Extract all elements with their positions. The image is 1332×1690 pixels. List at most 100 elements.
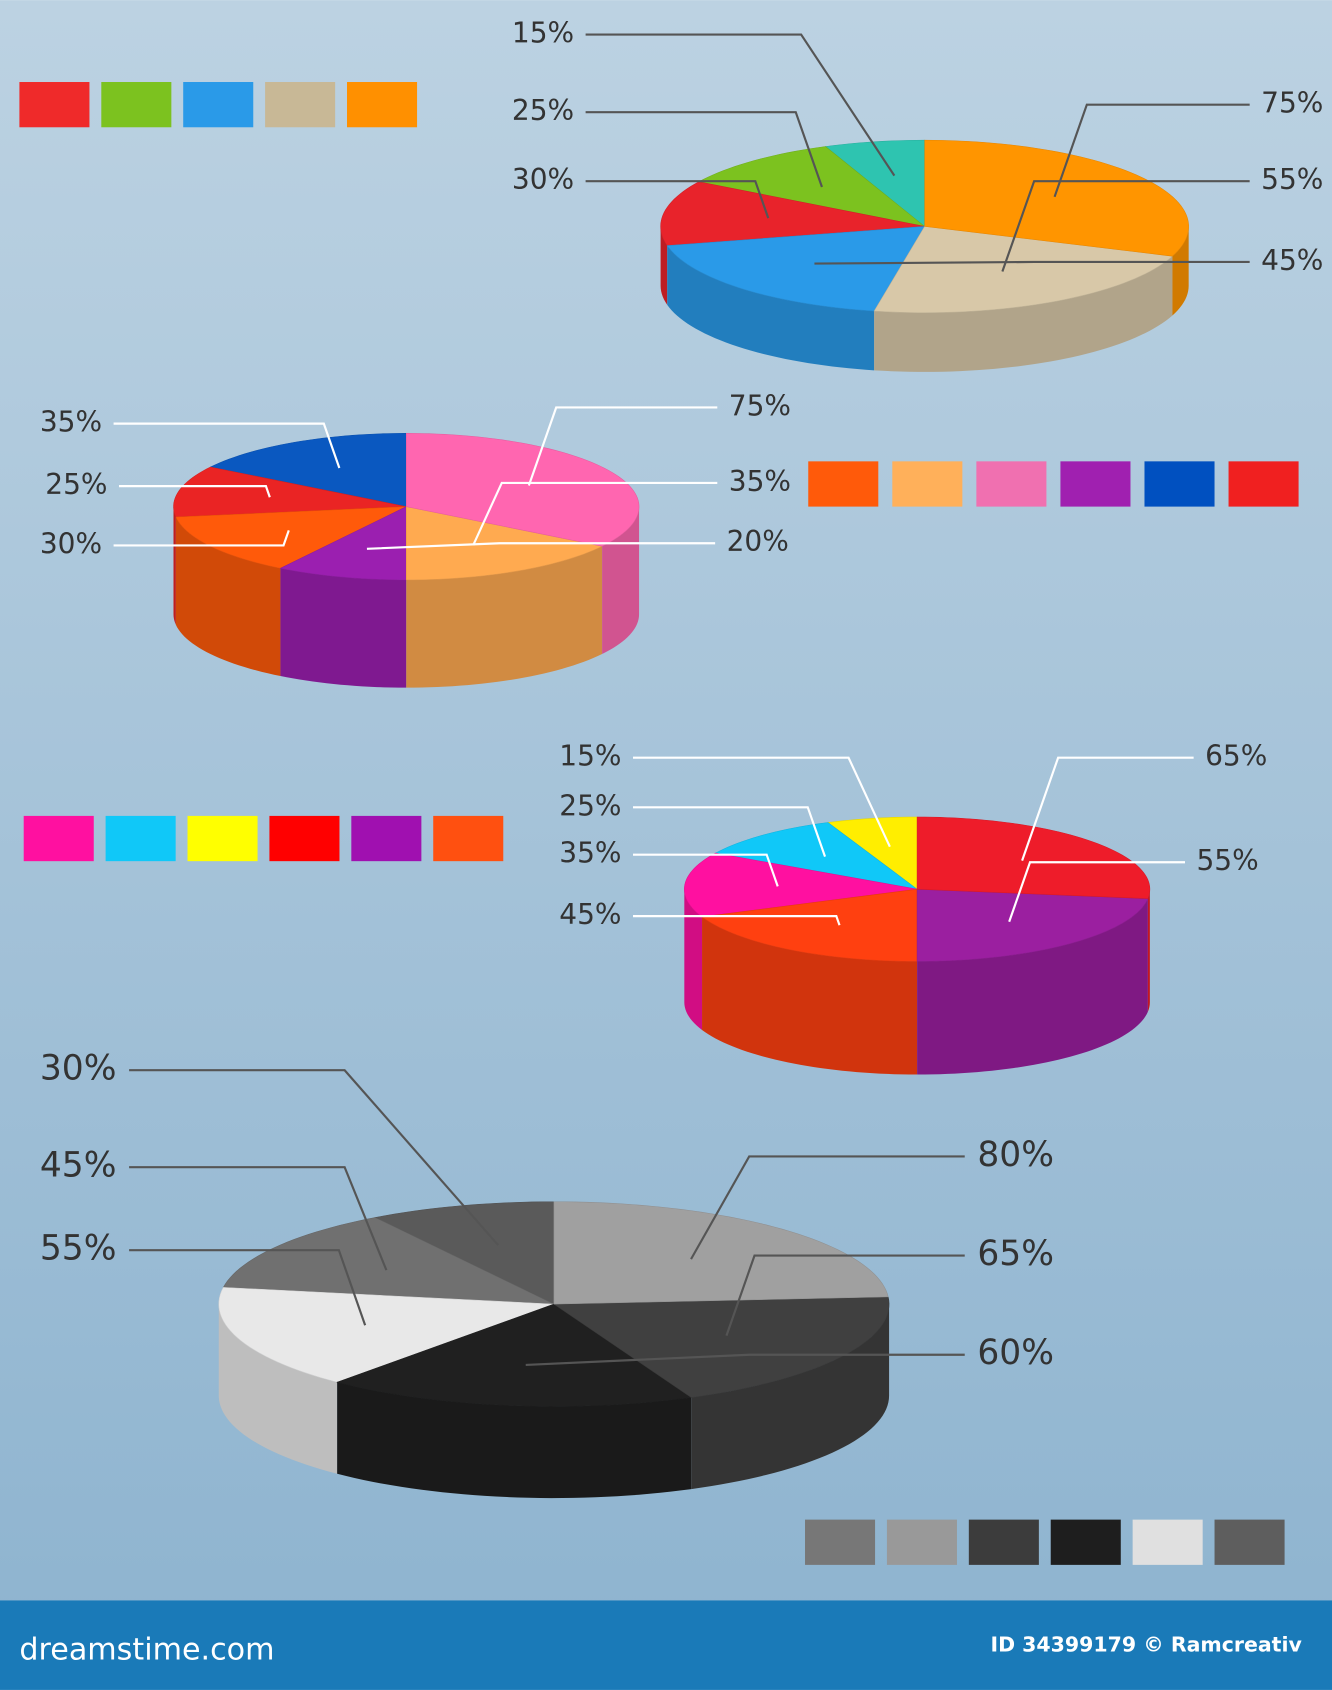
leader-line bbox=[585, 111, 823, 188]
pie-side bbox=[337, 1382, 692, 1499]
pie-slice bbox=[209, 433, 407, 507]
pie-slice bbox=[553, 1201, 889, 1305]
footer-bar bbox=[0, 1600, 1332, 1690]
pie-slice bbox=[173, 466, 407, 518]
leader-line bbox=[633, 756, 891, 848]
value-label: 30% bbox=[40, 1049, 117, 1089]
legend-swatch bbox=[269, 815, 340, 862]
pie-slice bbox=[406, 433, 640, 547]
legend-swatch bbox=[351, 815, 422, 862]
leader-line bbox=[129, 1069, 499, 1246]
leader-line bbox=[633, 915, 841, 926]
pie-slice bbox=[660, 181, 925, 246]
leader-line bbox=[1053, 103, 1250, 198]
pie-slice bbox=[916, 816, 1151, 899]
leader-line bbox=[1001, 180, 1250, 272]
leader-line bbox=[129, 1166, 388, 1271]
pie-side bbox=[684, 889, 703, 1030]
pie-slice bbox=[924, 139, 1189, 257]
leader-line bbox=[527, 406, 718, 486]
leader-line bbox=[525, 1353, 965, 1366]
leader-line bbox=[725, 1254, 965, 1336]
leader-line bbox=[1021, 756, 1194, 861]
value-label: 55% bbox=[40, 1229, 117, 1269]
value-label: 30% bbox=[40, 527, 102, 560]
pie-slice bbox=[374, 1201, 555, 1305]
leader-line bbox=[113, 530, 290, 547]
value-label: 55% bbox=[1196, 844, 1258, 877]
legend-swatch bbox=[19, 82, 90, 128]
legend-swatch bbox=[347, 82, 418, 128]
pie-side bbox=[406, 546, 603, 688]
pie-slice bbox=[873, 226, 1174, 313]
leader-line bbox=[585, 33, 896, 177]
leader-line bbox=[633, 806, 827, 857]
legend-swatch bbox=[805, 1519, 876, 1565]
legend-swatch bbox=[105, 815, 176, 862]
legend-swatch bbox=[1214, 1519, 1285, 1565]
value-label: 75% bbox=[729, 389, 791, 422]
pie-slice bbox=[553, 1296, 890, 1398]
legend-swatch bbox=[1060, 461, 1131, 507]
legend-swatch bbox=[187, 815, 258, 862]
value-label: 45% bbox=[40, 1146, 117, 1186]
footer-site: dreamstime.com bbox=[19, 1633, 274, 1668]
leader-line bbox=[690, 1155, 965, 1260]
pie-side bbox=[173, 506, 176, 625]
pie-slice bbox=[279, 506, 407, 581]
pie-slice bbox=[827, 816, 918, 890]
value-label: 80% bbox=[977, 1135, 1054, 1175]
value-label: 65% bbox=[1205, 740, 1267, 773]
pie-slice bbox=[336, 1303, 692, 1407]
value-label: 65% bbox=[977, 1234, 1054, 1274]
pie-side bbox=[280, 568, 407, 688]
pie-side bbox=[218, 1304, 338, 1474]
value-label: 25% bbox=[45, 468, 107, 501]
legend-swatch bbox=[976, 461, 1047, 507]
value-label: 35% bbox=[40, 406, 102, 439]
pie-slice bbox=[714, 822, 918, 890]
legend-swatch bbox=[1144, 461, 1215, 507]
legend-swatch bbox=[808, 461, 879, 507]
leader-line bbox=[118, 485, 271, 498]
pie-side bbox=[917, 898, 1148, 1075]
pie-slice bbox=[698, 146, 925, 227]
value-label: 15% bbox=[512, 17, 574, 50]
pie-side bbox=[660, 226, 668, 305]
pie-side bbox=[702, 916, 918, 1075]
leader-line bbox=[472, 481, 718, 546]
pie-side bbox=[691, 1304, 890, 1490]
legend-swatch bbox=[886, 1519, 957, 1565]
legend-swatch bbox=[892, 461, 963, 507]
value-label: 55% bbox=[1261, 163, 1323, 196]
pie-side bbox=[874, 256, 1173, 372]
legend-swatch bbox=[1132, 1519, 1203, 1565]
pie-slice bbox=[218, 1287, 555, 1383]
legend-swatch bbox=[101, 82, 172, 128]
value-label: 20% bbox=[727, 525, 789, 558]
value-label: 25% bbox=[512, 94, 574, 127]
legend-swatch bbox=[23, 815, 94, 862]
leader-line bbox=[633, 853, 779, 887]
value-label: 45% bbox=[559, 898, 621, 931]
footer-credit: ID 34399179 © Ramcreativ bbox=[990, 1633, 1302, 1657]
legend-swatch bbox=[265, 82, 336, 128]
legend-swatch bbox=[1228, 461, 1299, 507]
legend-swatch bbox=[183, 82, 254, 128]
pie-side bbox=[667, 245, 875, 371]
pie-slice bbox=[666, 226, 926, 312]
leader-line bbox=[1008, 861, 1186, 923]
pie-slice bbox=[222, 1217, 555, 1305]
leader-line bbox=[585, 180, 770, 219]
pie-slice bbox=[916, 888, 1149, 962]
legend-swatch bbox=[1050, 1519, 1121, 1565]
pie-side bbox=[1172, 226, 1189, 316]
value-label: 15% bbox=[559, 740, 621, 773]
leader-line bbox=[129, 1249, 367, 1326]
pie-slice bbox=[684, 852, 918, 918]
value-label: 60% bbox=[977, 1333, 1054, 1373]
legend-swatch bbox=[968, 1519, 1039, 1565]
legend-swatch bbox=[433, 815, 504, 862]
leader-line bbox=[366, 542, 716, 550]
